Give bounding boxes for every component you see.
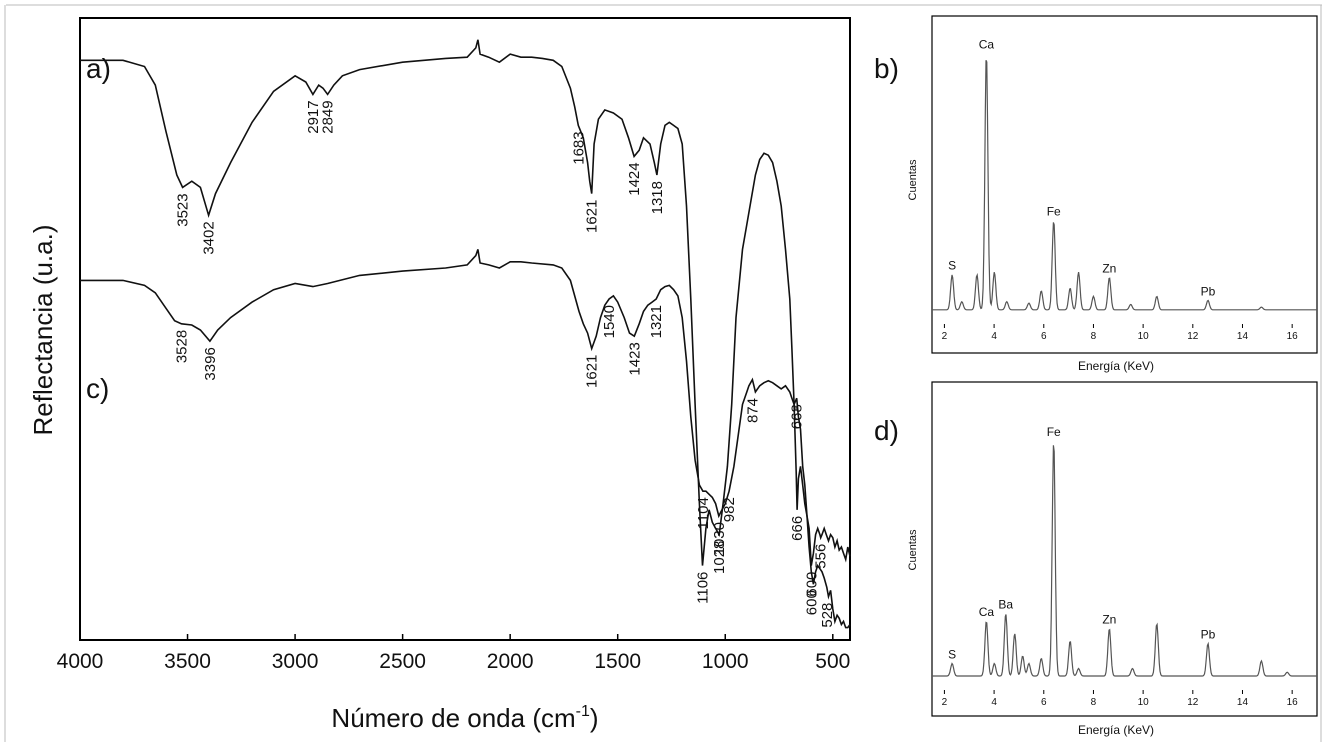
edx-b-x-tick-label: 4 [991, 331, 997, 342]
edx-d-x-tick-label: 2 [942, 697, 948, 708]
ftir-y-axis-label: Reflectancia (u.a.) [28, 225, 58, 436]
panel-label-a: a) [86, 53, 111, 84]
ftir-peak-label: 1028 [711, 541, 728, 574]
ftir-peak-label: 600 [803, 572, 820, 597]
edx-d-x-tick-label: 8 [1091, 697, 1097, 708]
ftir-series-c [80, 249, 851, 629]
edx-b-x-tick-label: 14 [1237, 331, 1249, 342]
edx-d-element-label: Ca [979, 605, 995, 619]
edx-d-x-axis-label: Energía (KeV) [1078, 723, 1154, 737]
ftir-x-axis-label: Número de onda (cm-1) [331, 703, 598, 733]
edx-d-element-label: Zn [1102, 613, 1116, 627]
edx-b-x-tick-label: 12 [1187, 331, 1199, 342]
edx-b-y-axis-label: Cuentas [907, 159, 919, 200]
ftir-x-tick-label: 3000 [272, 650, 319, 673]
edx-d-element-label: S [948, 648, 956, 662]
edx-panel-b: 2 4 6 8 10 12 14 16 S Ca Fe Zn Pb b) Cuentas Energí… [874, 15, 1318, 373]
edx-d-plot-frame [931, 381, 1318, 717]
ftir-peak-label: 874 [744, 398, 761, 423]
ftir-peak-label: 1621 [584, 355, 601, 388]
edx-b-x-tick-label: 8 [1091, 331, 1097, 342]
ftir-peak-label: 1321 [648, 305, 665, 338]
edx-b-element-label: S [948, 259, 956, 273]
edx-b-x-tick-label: 16 [1287, 331, 1299, 342]
ftir-peak-label: 668 [789, 404, 806, 429]
edx-d-spectrum [932, 445, 1317, 677]
edx-b-x-tick-label: 2 [942, 331, 948, 342]
panel-label-d: d) [874, 415, 899, 446]
ftir-peak-label: 3528 [174, 330, 191, 363]
ftir-peak-label: 600 [803, 590, 820, 615]
edx-b-x-ticks: 2 4 6 8 10 12 14 16 [942, 324, 1299, 342]
ftir-x-tick-label: 1000 [702, 650, 749, 673]
ftir-peak-label: 1030 [711, 522, 728, 555]
edx-d-x-tick-label: 10 [1138, 697, 1150, 708]
edx-d-element-label: Pb [1201, 628, 1216, 642]
ftir-peak-label: 528 [819, 603, 836, 628]
edx-b-plot-frame [931, 15, 1318, 354]
ftir-peak-label: 2849 [320, 100, 337, 133]
ftir-peak-label: 1423 [626, 342, 643, 375]
ftir-peak-label: 556 [813, 544, 830, 569]
edx-d-element-label: Fe [1047, 425, 1061, 439]
edx-b-element-label: Zn [1102, 261, 1116, 275]
ftir-peak-label: 1318 [649, 181, 666, 214]
ftir-peak-label: 3402 [201, 221, 218, 254]
ftir-plot-frame [79, 17, 851, 641]
ftir-peak-label: 1424 [626, 162, 643, 195]
edx-d-x-tick-label: 4 [991, 697, 997, 708]
edx-d-x-tick-label: 14 [1237, 697, 1249, 708]
ftir-x-tick-label: 3500 [164, 650, 211, 673]
ftir-x-tick-label: 500 [815, 650, 850, 673]
ftir-peak-label: 3523 [175, 193, 192, 226]
edx-b-element-label: Fe [1047, 205, 1061, 219]
edx-b-x-tick-label: 6 [1041, 331, 1047, 342]
panel-label-b: b) [874, 53, 899, 84]
edx-d-x-tick-label: 16 [1287, 697, 1299, 708]
edx-b-element-label: Ca [979, 37, 995, 51]
ftir-peak-label: 3396 [202, 347, 219, 380]
ftir-x-ticks: 4000 3500 3000 2500 2000 1500 1000 500 [57, 634, 850, 673]
edx-d-x-tick-label: 12 [1187, 697, 1199, 708]
edx-d-x-tick-label: 6 [1041, 697, 1047, 708]
ftir-spectra [80, 39, 851, 629]
edx-d-x-ticks: 2 4 6 8 10 12 14 16 [942, 690, 1299, 708]
ftir-x-tick-label: 4000 [57, 650, 104, 673]
edx-b-spectrum [932, 60, 1317, 311]
ftir-peak-label: 2917 [305, 100, 322, 133]
ftir-peak-label: 1540 [601, 305, 618, 338]
ftir-x-tick-label: 2500 [379, 650, 426, 673]
ftir-peak-label: 1683 [570, 131, 587, 164]
edx-d-y-axis-label: Cuentas [907, 529, 919, 570]
edx-b-element-labels: S Ca Fe Zn Pb [948, 37, 1216, 298]
ftir-x-tick-label: 2000 [487, 650, 534, 673]
ftir-series-a [80, 39, 851, 566]
ftir-peak-label: 1106 [695, 572, 712, 604]
ftir-x-tick-label: 1500 [594, 650, 641, 673]
ftir-panel: 4000 3500 3000 2500 2000 1500 1000 500 3523 3402… [28, 17, 851, 733]
edx-b-x-tick-label: 10 [1138, 331, 1150, 342]
panel-label-c: c) [86, 373, 109, 404]
edx-d-element-label: Ba [998, 598, 1013, 612]
ftir-peak-label: 1621 [584, 200, 601, 233]
edx-b-x-axis-label: Energía (KeV) [1078, 359, 1154, 373]
edx-b-element-label: Pb [1201, 284, 1216, 298]
ftir-peak-label: 666 [789, 516, 806, 541]
ftir-peak-label: 982 [721, 497, 738, 522]
ftir-peak-label: 1104 [695, 497, 712, 529]
